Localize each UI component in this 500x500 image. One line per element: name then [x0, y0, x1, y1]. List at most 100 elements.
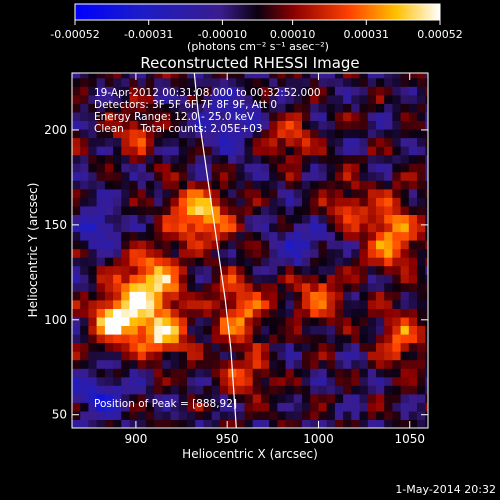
- heatmap-cell: [96, 291, 106, 301]
- heatmap-cell: [392, 334, 402, 344]
- heatmap-cell: [293, 240, 303, 250]
- heatmap-cell: [72, 146, 81, 156]
- heatmap-cell: [425, 231, 428, 241]
- heatmap-cell: [187, 120, 196, 130]
- heatmap-cell: [228, 325, 237, 335]
- heatmap-cell: [310, 316, 319, 326]
- heatmap-cell: [318, 316, 328, 326]
- heatmap-cell: [334, 248, 344, 258]
- heatmap-cell: [72, 359, 81, 369]
- heatmap-cell: [359, 188, 369, 198]
- heatmap-cell: [277, 205, 287, 215]
- heatmap-cell: [367, 257, 377, 267]
- heatmap-cell: [104, 282, 114, 292]
- heatmap-cell: [170, 120, 180, 130]
- heatmap-cell: [400, 419, 410, 428]
- heatmap-cell: [72, 188, 81, 198]
- heatmap-cell: [252, 163, 262, 173]
- heatmap-cell: [236, 316, 246, 326]
- heatmap-cell: [261, 129, 270, 139]
- heatmap-cell: [293, 137, 303, 147]
- heatmap-cell: [80, 376, 89, 386]
- time-range-text: 19-Apr-2012 00:31:08.000 to 00:32:52.000: [94, 87, 321, 99]
- heatmap-cell: [359, 368, 369, 378]
- heatmap-cell: [310, 410, 319, 420]
- heatmap-cell: [425, 94, 428, 104]
- heatmap-cell: [269, 248, 278, 258]
- heatmap-cell: [88, 73, 98, 79]
- heatmap-cell: [302, 402, 311, 412]
- heatmap-cell: [417, 188, 426, 198]
- heatmap-cell: [359, 265, 369, 275]
- heatmap-cell: [203, 223, 213, 233]
- heatmap-cell: [195, 402, 204, 412]
- heatmap-cell: [80, 316, 89, 326]
- heatmap-cell: [145, 342, 155, 352]
- heatmap-cell: [408, 419, 418, 428]
- heatmap-cell: [343, 316, 352, 326]
- heatmap-cell: [187, 274, 196, 284]
- heatmap-cell: [269, 410, 278, 420]
- heatmap-cell: [376, 163, 385, 173]
- heatmap-cell: [104, 103, 114, 113]
- heatmap-cell: [72, 376, 81, 386]
- heatmap-cell: [367, 231, 377, 241]
- heatmap-cell: [228, 240, 237, 250]
- heatmap-cell: [203, 197, 213, 207]
- heatmap-cell: [104, 188, 114, 198]
- heatmap-cell: [392, 231, 402, 241]
- heatmap-cell: [269, 163, 278, 173]
- heatmap-cell: [162, 94, 172, 104]
- heatmap-cell: [285, 86, 295, 96]
- heatmap-cell: [244, 308, 254, 318]
- heatmap-cell: [80, 248, 89, 258]
- heatmap-cell: [400, 351, 410, 361]
- heatmap-cell: [203, 274, 213, 284]
- heatmap-cell: [154, 368, 163, 378]
- heatmap-cell: [203, 77, 213, 87]
- heatmap-cell: [80, 393, 89, 403]
- heatmap-cell: [293, 94, 303, 104]
- heatmap-cell: [121, 154, 131, 164]
- heatmap-cell: [244, 137, 254, 147]
- heatmap-cell: [351, 248, 361, 258]
- heatmap-cell: [137, 274, 147, 284]
- heatmap-cell: [137, 103, 147, 113]
- heatmap-cell: [334, 231, 344, 241]
- heatmap-cell: [302, 180, 311, 190]
- heatmap-cell: [302, 376, 311, 386]
- heatmap-cell: [72, 73, 81, 79]
- heatmap-cell: [425, 274, 428, 284]
- heatmap-cell: [334, 385, 344, 395]
- heatmap-cell: [211, 308, 221, 318]
- heatmap-cell: [145, 163, 155, 173]
- heatmap-cell: [96, 368, 106, 378]
- heatmap-cell: [80, 171, 89, 181]
- heatmap-cell: [80, 205, 89, 215]
- heatmap-cell: [261, 265, 270, 275]
- heatmap-cell: [129, 325, 139, 335]
- heatmap-cell: [104, 214, 114, 224]
- heatmap-cell: [408, 316, 418, 326]
- heatmap-cell: [154, 94, 163, 104]
- heatmap-cell: [211, 351, 221, 361]
- heatmap-cell: [302, 223, 311, 233]
- heatmap-cell: [211, 274, 221, 284]
- heatmap-cell: [72, 94, 81, 104]
- heatmap-cell: [129, 334, 139, 344]
- heatmap-cell: [219, 334, 229, 344]
- colorbar-frame: [74, 3, 441, 21]
- heatmap-cell: [72, 223, 81, 233]
- heatmap-cell: [261, 291, 270, 301]
- heatmap-cell: [425, 171, 428, 181]
- heatmap-cell: [277, 163, 287, 173]
- heatmap-cell: [121, 342, 131, 352]
- heatmap-cell: [121, 231, 131, 241]
- heatmap-cell: [400, 359, 410, 369]
- heatmap-cell: [351, 94, 361, 104]
- heatmap-cell: [326, 385, 336, 395]
- heatmap-cell: [137, 163, 147, 173]
- heatmap-cell: [219, 265, 229, 275]
- heatmap-cell: [408, 103, 418, 113]
- heatmap-cell: [367, 248, 377, 258]
